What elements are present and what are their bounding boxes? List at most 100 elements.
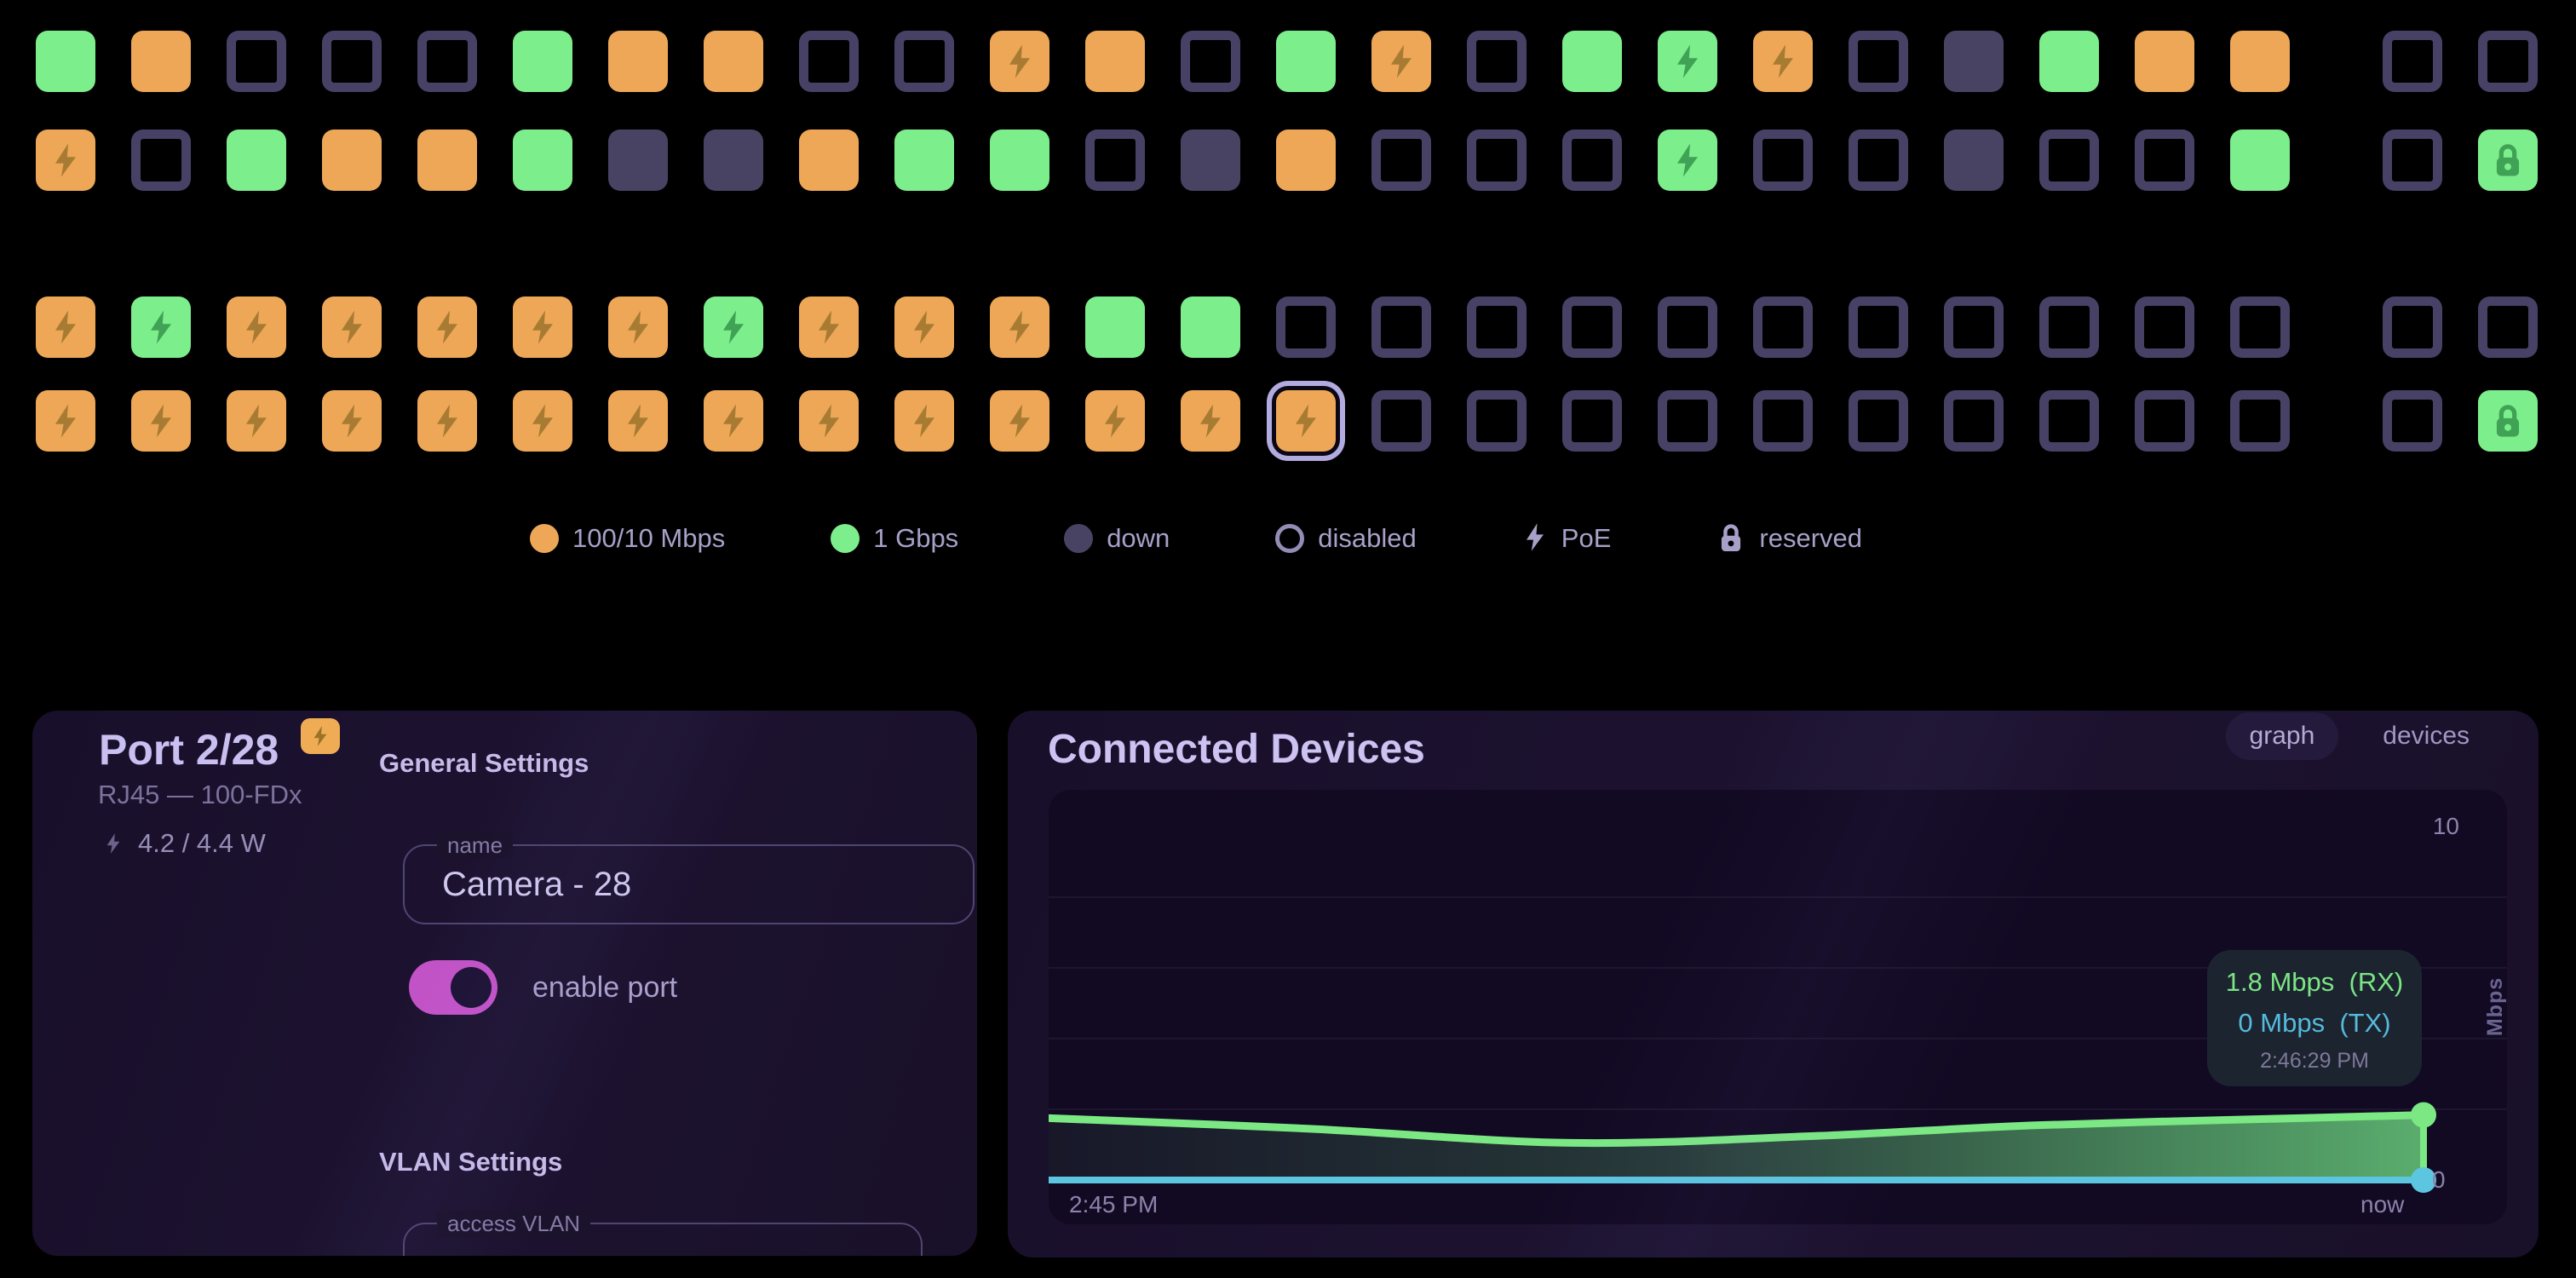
- port-tile-r3-c10[interactable]: [894, 296, 954, 358]
- port-tile-r3-c22[interactable]: [2039, 296, 2099, 358]
- port-tile-r1-c3[interactable]: [227, 31, 286, 92]
- port-tile-r4-c8[interactable]: [704, 390, 763, 452]
- port-name-input[interactable]: [442, 846, 919, 923]
- port-tile-r2-c11[interactable]: [990, 130, 1049, 191]
- port-tile-r2-c1[interactable]: [36, 130, 95, 191]
- port-tile-r1-c21[interactable]: [1944, 31, 2004, 92]
- port-tile-r1-c9[interactable]: [799, 31, 859, 92]
- port-tile-r1-c11[interactable]: [990, 31, 1049, 92]
- port-tile-r4-c3[interactable]: [227, 390, 286, 452]
- port-tile-r4-c10[interactable]: [894, 390, 954, 452]
- port-tile-r4-c9[interactable]: [799, 390, 859, 452]
- port-tile-r4-c2[interactable]: [131, 390, 191, 452]
- port-tile-r4-c22[interactable]: [2039, 390, 2099, 452]
- port-tile-r3-c8[interactable]: [704, 296, 763, 358]
- port-tile-r1-c25[interactable]: [2383, 31, 2442, 92]
- port-tile-r2-c12[interactable]: [1085, 130, 1145, 191]
- tab-graph[interactable]: graph: [2225, 712, 2339, 760]
- port-tile-r2-c4[interactable]: [322, 130, 382, 191]
- port-tile-r2-c16[interactable]: [1467, 130, 1527, 191]
- enable-port-toggle[interactable]: [409, 960, 497, 1015]
- port-name-field[interactable]: name: [403, 832, 975, 924]
- port-tile-r3-c19[interactable]: [1753, 296, 1813, 358]
- port-tile-r4-c1[interactable]: [36, 390, 95, 452]
- access-vlan-field[interactable]: access VLAN: [403, 1211, 923, 1256]
- port-tile-r4-c19[interactable]: [1753, 390, 1813, 452]
- port-tile-r4-c17[interactable]: [1562, 390, 1622, 452]
- port-tile-r2-c2[interactable]: [131, 130, 191, 191]
- port-tile-r3-c9[interactable]: [799, 296, 859, 358]
- port-tile-r3-c25[interactable]: [2383, 296, 2442, 358]
- port-tile-r4-c4[interactable]: [322, 390, 382, 452]
- port-tile-r1-c1[interactable]: [36, 31, 95, 92]
- port-tile-r2-c17[interactable]: [1562, 130, 1622, 191]
- port-tile-r4-c15[interactable]: [1371, 390, 1431, 452]
- port-tile-r2-c24[interactable]: [2230, 130, 2290, 191]
- port-tile-r4-c18[interactable]: [1658, 390, 1717, 452]
- port-tile-r4-c11[interactable]: [990, 390, 1049, 452]
- port-tile-r1-c10[interactable]: [894, 31, 954, 92]
- port-tile-r1-c13[interactable]: [1181, 31, 1240, 92]
- port-tile-r4-c12[interactable]: [1085, 390, 1145, 452]
- port-tile-r2-c22[interactable]: [2039, 130, 2099, 191]
- port-tile-r4-c26[interactable]: [2478, 390, 2538, 452]
- port-tile-r4-c16[interactable]: [1467, 390, 1527, 452]
- port-tile-r1-c2[interactable]: [131, 31, 191, 92]
- port-tile-r1-c4[interactable]: [322, 31, 382, 92]
- port-tile-r3-c5[interactable]: [417, 296, 477, 358]
- port-tile-r3-c15[interactable]: [1371, 296, 1431, 358]
- port-tile-r3-c1[interactable]: [36, 296, 95, 358]
- port-tile-r3-c6[interactable]: [513, 296, 572, 358]
- port-tile-r4-c7[interactable]: [608, 390, 668, 452]
- port-tile-r2-c8[interactable]: [704, 130, 763, 191]
- port-tile-r4-c24[interactable]: [2230, 390, 2290, 452]
- port-tile-r4-c20[interactable]: [1849, 390, 1908, 452]
- port-tile-r2-c3[interactable]: [227, 130, 286, 191]
- port-tile-r4-c13[interactable]: [1181, 390, 1240, 452]
- port-tile-r3-c21[interactable]: [1944, 296, 2004, 358]
- port-tile-r1-c18[interactable]: [1658, 31, 1717, 92]
- port-tile-r1-c19[interactable]: [1753, 31, 1813, 92]
- port-tile-r1-c22[interactable]: [2039, 31, 2099, 92]
- port-tile-r3-c4[interactable]: [322, 296, 382, 358]
- port-tile-r3-c26[interactable]: [2478, 296, 2538, 358]
- port-tile-r2-c23[interactable]: [2135, 130, 2194, 191]
- port-tile-r1-c7[interactable]: [608, 31, 668, 92]
- port-tile-r1-c24[interactable]: [2230, 31, 2290, 92]
- port-tile-r2-c10[interactable]: [894, 130, 954, 191]
- port-tile-r3-c3[interactable]: [227, 296, 286, 358]
- port-tile-r2-c5[interactable]: [417, 130, 477, 191]
- port-tile-r3-c16[interactable]: [1467, 296, 1527, 358]
- port-tile-r4-c25[interactable]: [2383, 390, 2442, 452]
- port-tile-r3-c24[interactable]: [2230, 296, 2290, 358]
- port-tile-r1-c16[interactable]: [1467, 31, 1527, 92]
- port-tile-r1-c23[interactable]: [2135, 31, 2194, 92]
- port-tile-r3-c2[interactable]: [131, 296, 191, 358]
- port-tile-r1-c17[interactable]: [1562, 31, 1622, 92]
- port-tile-r3-c12[interactable]: [1085, 296, 1145, 358]
- port-tile-r3-c7[interactable]: [608, 296, 668, 358]
- port-tile-r4-c23[interactable]: [2135, 390, 2194, 452]
- port-tile-r1-c12[interactable]: [1085, 31, 1145, 92]
- port-tile-r2-c15[interactable]: [1371, 130, 1431, 191]
- port-tile-r3-c14[interactable]: [1276, 296, 1336, 358]
- port-tile-r2-c9[interactable]: [799, 130, 859, 191]
- tab-devices[interactable]: devices: [2383, 722, 2470, 750]
- port-tile-r2-c6[interactable]: [513, 130, 572, 191]
- port-tile-r2-c20[interactable]: [1849, 130, 1908, 191]
- port-tile-r3-c20[interactable]: [1849, 296, 1908, 358]
- port-tile-r4-c5[interactable]: [417, 390, 477, 452]
- port-tile-r1-c5[interactable]: [417, 31, 477, 92]
- port-tile-r4-c21[interactable]: [1944, 390, 2004, 452]
- port-tile-r3-c11[interactable]: [990, 296, 1049, 358]
- port-tile-r3-c23[interactable]: [2135, 296, 2194, 358]
- port-tile-r2-c7[interactable]: [608, 130, 668, 191]
- port-tile-r1-c20[interactable]: [1849, 31, 1908, 92]
- port-tile-r2-c26[interactable]: [2478, 130, 2538, 191]
- port-tile-r3-c18[interactable]: [1658, 296, 1717, 358]
- port-tile-r1-c26[interactable]: [2478, 31, 2538, 92]
- port-tile-r1-c8[interactable]: [704, 31, 763, 92]
- port-tile-r1-c6[interactable]: [513, 31, 572, 92]
- port-tile-r2-c21[interactable]: [1944, 130, 2004, 191]
- port-tile-r1-c15[interactable]: [1371, 31, 1431, 92]
